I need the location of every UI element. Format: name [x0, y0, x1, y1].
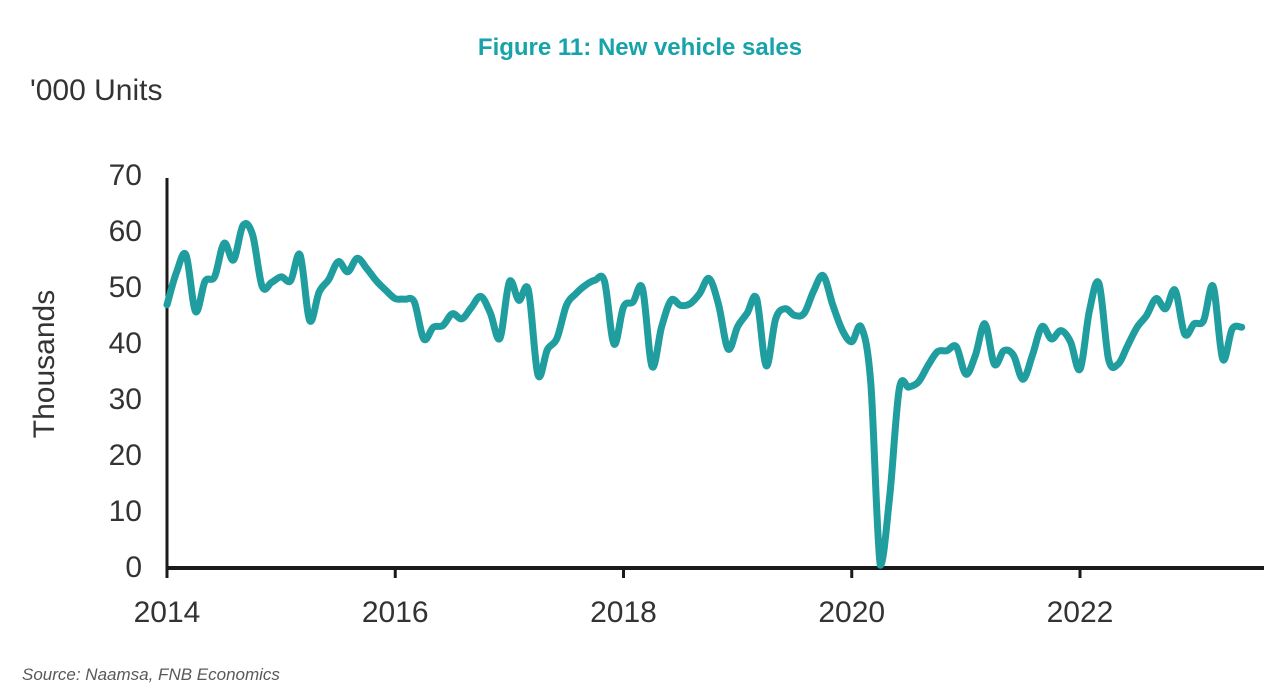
x-tick-label: 2018: [590, 596, 657, 629]
y-tick-label: 70: [108, 159, 142, 192]
y-tick-label: 20: [108, 439, 142, 472]
y-tick-label: 0: [125, 551, 142, 584]
chart-axes: [165, 178, 1264, 578]
x-tick-label: 2022: [1046, 596, 1114, 629]
y-tick-label: 30: [108, 383, 142, 416]
y-tick-label: 10: [108, 495, 142, 528]
y-tick-label: 60: [108, 215, 142, 248]
sales-line: [163, 220, 1246, 569]
y-tick-label: 50: [108, 271, 142, 304]
chart-title: Figure 11: New vehicle sales: [477, 34, 803, 61]
source-text: Source: Naamsa, FNB Economics: [22, 665, 280, 684]
y-tick-label: 40: [108, 327, 142, 360]
x-tick-label: 2014: [133, 596, 201, 629]
x-tick-label: 2016: [361, 596, 429, 629]
x-tick-label: 2020: [818, 596, 886, 629]
units-label: '000 Units: [30, 74, 163, 107]
